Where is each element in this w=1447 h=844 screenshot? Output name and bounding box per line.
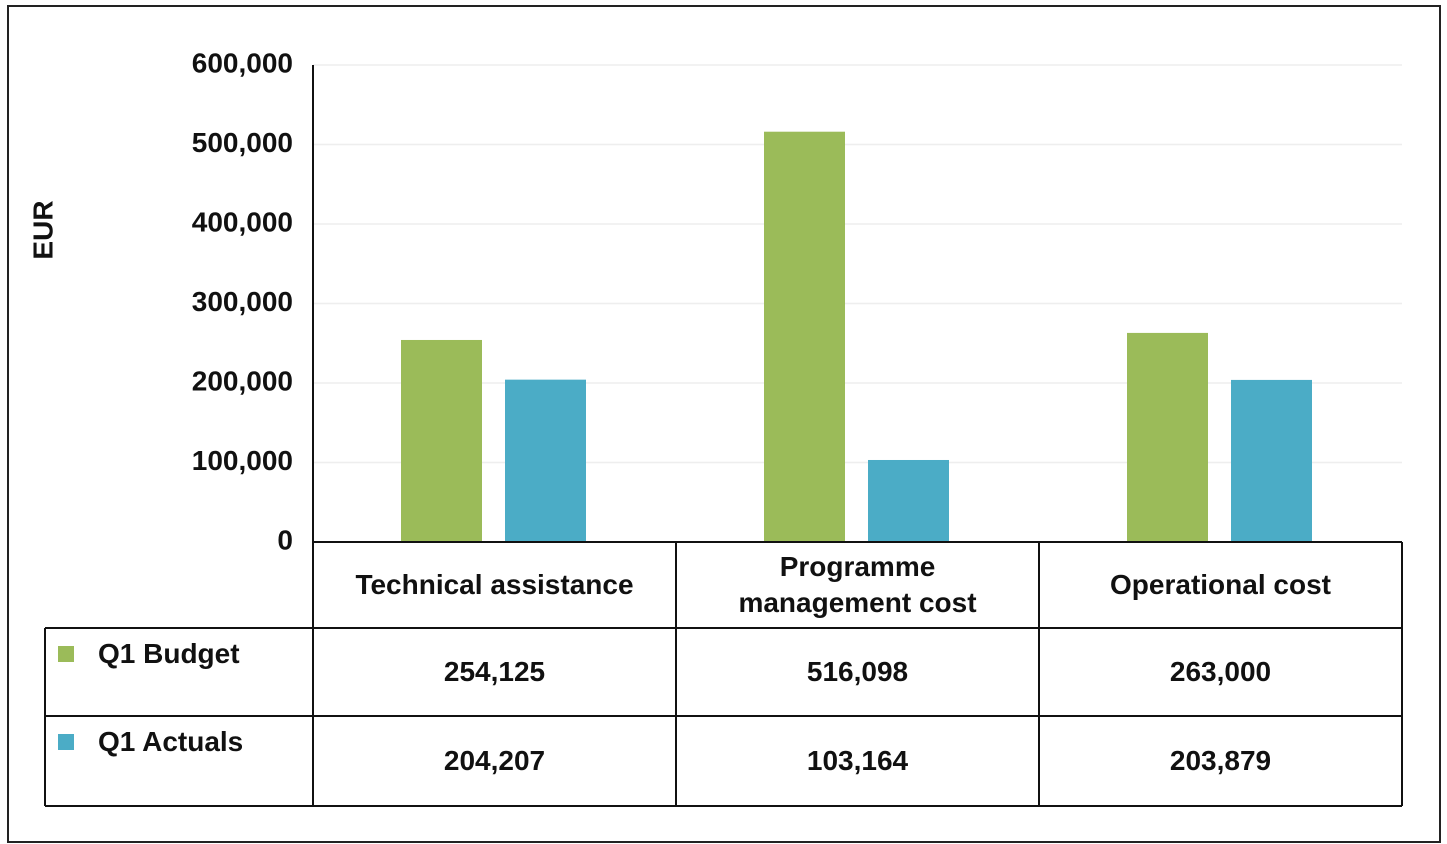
data-label: 203,879 <box>1169 745 1272 776</box>
y-tick-label: 400,000 <box>192 206 293 237</box>
y-tick-label: 100,000 <box>192 445 293 476</box>
legend-swatch <box>58 646 74 662</box>
bar <box>1231 379 1312 542</box>
y-tick-label: 600,000 <box>192 47 293 78</box>
bar <box>868 459 949 542</box>
frame <box>7 5 1441 843</box>
y-tick-label: 500,000 <box>192 127 293 158</box>
bar <box>505 379 586 542</box>
legend-label: Q1 Actuals <box>98 726 244 757</box>
x-tick-label: Technical assistance <box>355 569 634 600</box>
y-axis-label: EUR <box>27 200 58 259</box>
bar <box>1127 332 1208 542</box>
legend-swatch <box>58 734 74 750</box>
data-label: 103,164 <box>806 745 909 776</box>
bar <box>764 131 845 542</box>
y-tick-label: 300,000 <box>192 286 293 317</box>
data-label: 263,000 <box>1169 656 1272 687</box>
data-label: 516,098 <box>806 656 909 687</box>
data-label: 254,125 <box>443 656 546 687</box>
data-label: 204,207 <box>443 745 546 776</box>
bar <box>401 339 482 542</box>
x-tick-label: Programme management cost <box>738 551 977 618</box>
y-tick-label: 200,000 <box>192 365 293 396</box>
legend-label: Q1 Budget <box>98 638 240 669</box>
x-tick-label: Operational cost <box>1110 569 1331 600</box>
y-tick-label: 0 <box>277 524 293 555</box>
